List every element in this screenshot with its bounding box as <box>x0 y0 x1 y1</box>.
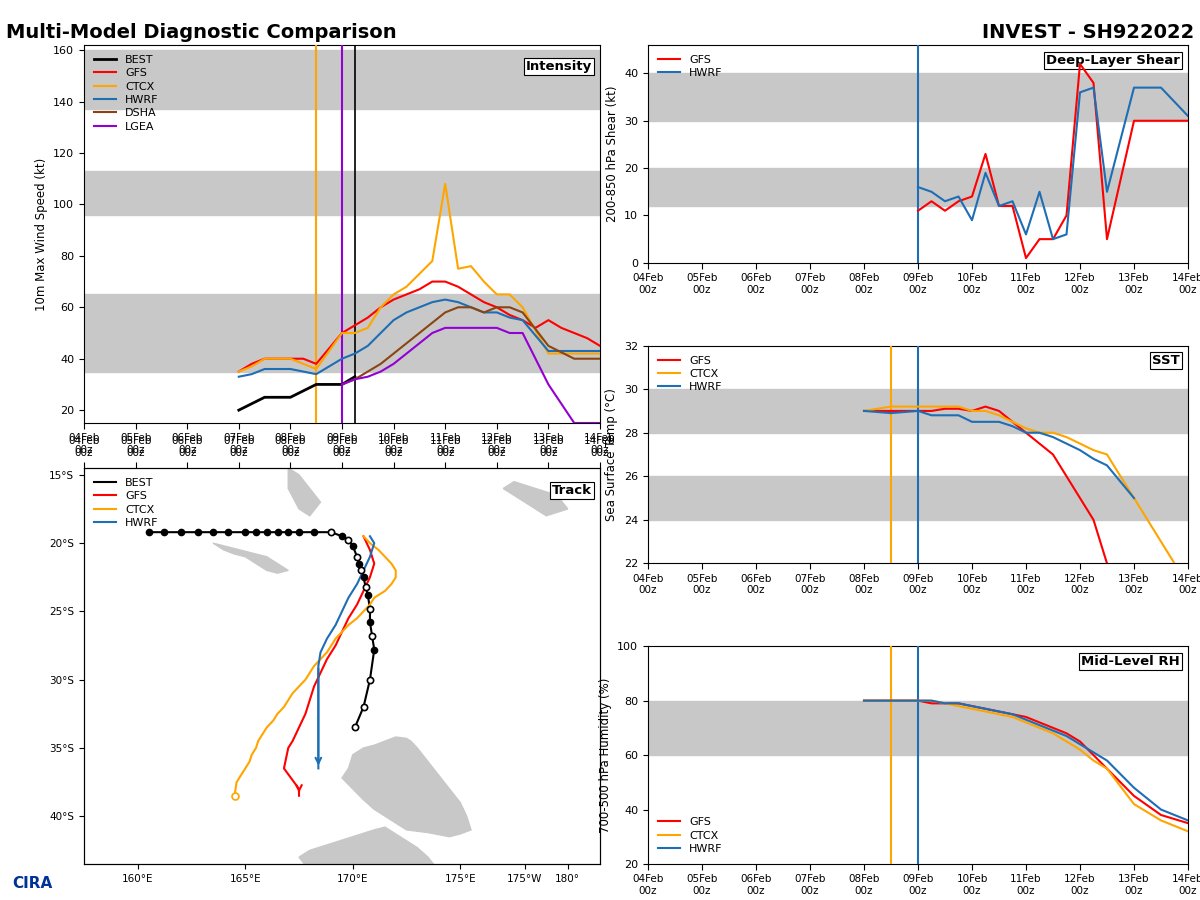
Text: Mid-Level RH: Mid-Level RH <box>1081 655 1180 668</box>
Bar <box>648 389 1188 433</box>
Y-axis label: 700-500 hPa Humidity (%): 700-500 hPa Humidity (%) <box>599 678 612 833</box>
Bar <box>648 700 1188 755</box>
Legend: GFS, HWRF: GFS, HWRF <box>654 50 727 83</box>
Polygon shape <box>503 482 568 516</box>
Legend: BEST, GFS, CTCX, HWRF, DSHA, LGEA: BEST, GFS, CTCX, HWRF, DSHA, LGEA <box>90 50 163 136</box>
Y-axis label: 200-850 hPa Shear (kt): 200-850 hPa Shear (kt) <box>606 86 618 222</box>
Legend: GFS, CTCX, HWRF: GFS, CTCX, HWRF <box>654 813 727 859</box>
Text: Deep-Layer Shear: Deep-Layer Shear <box>1046 54 1180 67</box>
Bar <box>84 50 600 109</box>
Legend: GFS, CTCX, HWRF: GFS, CTCX, HWRF <box>654 351 727 397</box>
Bar <box>648 74 1188 121</box>
Text: Track: Track <box>552 484 593 497</box>
Bar <box>84 171 600 215</box>
Y-axis label: 10m Max Wind Speed (kt): 10m Max Wind Speed (kt) <box>35 158 48 310</box>
Bar <box>648 476 1188 520</box>
Bar <box>84 294 600 372</box>
Text: CIRA: CIRA <box>12 876 53 891</box>
Y-axis label: Sea Surface Temp (°C): Sea Surface Temp (°C) <box>606 388 618 521</box>
Text: Intensity: Intensity <box>526 60 593 73</box>
Polygon shape <box>214 543 288 573</box>
Bar <box>648 168 1188 206</box>
Legend: BEST, GFS, CTCX, HWRF: BEST, GFS, CTCX, HWRF <box>90 473 163 533</box>
Polygon shape <box>342 737 470 837</box>
Text: INVEST - SH922022: INVEST - SH922022 <box>982 22 1194 41</box>
Text: SST: SST <box>1152 355 1180 367</box>
Polygon shape <box>299 827 439 900</box>
Polygon shape <box>288 468 320 516</box>
Text: Multi-Model Diagnostic Comparison: Multi-Model Diagnostic Comparison <box>6 22 397 41</box>
